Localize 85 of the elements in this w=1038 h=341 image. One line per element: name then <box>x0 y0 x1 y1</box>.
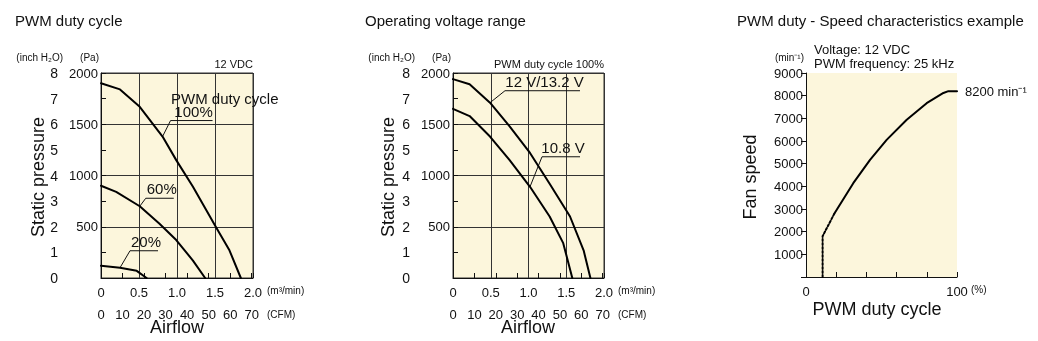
text: (inch H₂O) <box>16 51 63 63</box>
x-tick-label: 1.0 <box>167 285 187 300</box>
x-tick-label: 0 <box>449 285 457 300</box>
x2-tick-label: 20 <box>488 307 504 322</box>
y2-tick-label: 1500 <box>421 116 450 132</box>
y-tick-label: 5 <box>50 141 59 158</box>
x2-tick-label: 70 <box>595 307 610 322</box>
y-tick-label: 7 <box>50 90 59 107</box>
y-tick-label: 3000 <box>774 201 803 217</box>
y-axis-title: Static pressure <box>28 116 48 238</box>
text: (min⁻¹) <box>774 51 804 63</box>
x2-tick-label: 70 <box>244 307 259 322</box>
x2-tick-label: 60 <box>222 307 238 322</box>
y-tick-label: 8 <box>50 65 59 81</box>
y-tick-label: 6 <box>50 116 59 133</box>
chart-title: Operating voltage range <box>365 12 526 29</box>
x-tick-label: 1.0 <box>519 285 538 300</box>
text: (%) <box>971 283 987 295</box>
x-tick-label: 1.5 <box>205 285 225 300</box>
y-tick-label: 5 <box>402 141 411 158</box>
y-tick-label: 2 <box>402 218 411 235</box>
line-series <box>100 82 242 279</box>
y-tick-label: 2 <box>50 218 59 235</box>
x2-tick-label: 0 <box>97 307 105 322</box>
y-tick-label: 5000 <box>774 156 803 172</box>
line-series <box>100 264 148 279</box>
y-axis-title: Static pressure <box>378 116 398 238</box>
x-tick-label: 0 <box>97 285 105 300</box>
y2-tick-label: 2000 <box>69 65 98 81</box>
x2-tick-label: 60 <box>574 307 589 322</box>
y-tick-label: 7000 <box>774 110 803 126</box>
y-tick-label: 3 <box>402 193 411 210</box>
y-tick-label: 4 <box>50 167 59 184</box>
y2-tick-label: 2000 <box>421 65 450 81</box>
x2-tick-label: 50 <box>201 307 216 322</box>
line-series <box>100 184 207 279</box>
text: Voltage: 12 VDC <box>814 41 911 57</box>
x-tick-label: 2.0 <box>594 285 614 300</box>
y2-tick-label: 1000 <box>421 168 450 183</box>
y-tick-label: 9000 <box>774 65 803 81</box>
text: 12 VDC <box>214 58 254 70</box>
x-axis-title: PWM duty cycle <box>812 299 942 319</box>
y2-tick-label: 500 <box>428 219 450 235</box>
text: (m³/min) <box>267 284 305 296</box>
x-tick-label: 2.0 <box>243 285 263 300</box>
y-tick-label: 2000 <box>774 224 803 240</box>
line-series <box>452 107 574 279</box>
y-tick-label: 1000 <box>774 246 803 262</box>
y2-tick-label: 500 <box>76 219 98 235</box>
y-tick-label: 3 <box>50 193 59 210</box>
text: (CFM) <box>618 308 647 320</box>
text: PWM duty cycle 100% <box>493 58 605 70</box>
annotation: 8200 min⁻¹ <box>965 83 1028 99</box>
y-tick-label: 6 <box>402 116 411 133</box>
chart-title: PWM duty cycle <box>15 12 123 29</box>
text: (m³/min) <box>618 284 656 296</box>
x-tick-label: 0.5 <box>481 285 500 300</box>
text: (Pa) <box>80 51 99 63</box>
y-tick-label: 8 <box>402 65 411 81</box>
x2-tick-label: 0 <box>449 307 457 322</box>
chart-title: PWM duty - Speed characteristics example <box>737 12 1024 29</box>
y-tick-label: 0 <box>50 270 59 286</box>
y-tick-label: 0 <box>402 270 411 286</box>
x2-tick-label: 50 <box>552 307 568 322</box>
x2-tick-label: 20 <box>136 307 152 322</box>
y-tick-label: 6000 <box>774 133 803 149</box>
text: (inch H₂O) <box>368 51 415 63</box>
y-tick-label: 8000 <box>774 88 803 104</box>
y-axis-title: Fan speed <box>740 134 760 220</box>
x-tick-label: 1.5 <box>557 285 576 300</box>
text: (Pa) <box>432 51 451 63</box>
y-tick-label: 1 <box>402 244 411 261</box>
y-tick-label: 1 <box>50 244 59 261</box>
x2-tick-label: 10 <box>115 307 130 322</box>
y2-tick-label: 1000 <box>69 168 98 183</box>
y-tick-label: 4000 <box>774 178 803 194</box>
y-tick-label: 4 <box>402 167 411 184</box>
y2-tick-label: 1500 <box>69 116 98 132</box>
x-tick-label: 100 <box>946 284 968 299</box>
series-label: 60% <box>146 180 177 198</box>
x2-tick-label: 10 <box>467 307 482 322</box>
text: (CFM) <box>267 308 296 320</box>
line-series <box>452 78 592 279</box>
y-tick-label: 7 <box>402 90 411 107</box>
x-tick-label: 0.5 <box>129 285 149 300</box>
